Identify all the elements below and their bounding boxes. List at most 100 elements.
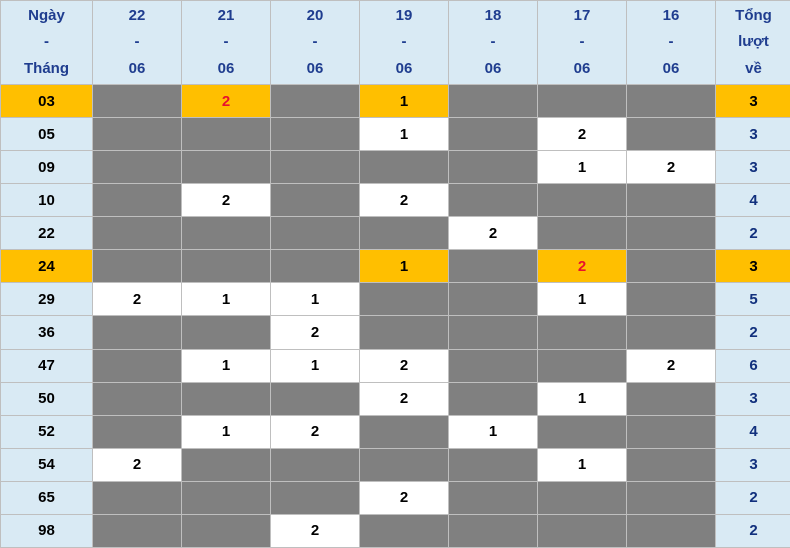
- data-cell-empty[interactable]: [181, 315, 271, 350]
- data-cell-filled[interactable]: 2: [537, 117, 627, 152]
- row-label[interactable]: 09: [0, 150, 93, 185]
- data-cell-empty[interactable]: [448, 348, 538, 383]
- table-row[interactable]: 05 1 2 3: [0, 117, 790, 152]
- data-cell-empty[interactable]: [92, 83, 182, 119]
- row-total[interactable]: 4: [715, 183, 790, 218]
- row-total[interactable]: 2: [715, 513, 790, 548]
- table-row[interactable]: 09 1 2 3: [0, 150, 790, 185]
- data-cell-empty[interactable]: [537, 83, 627, 119]
- data-cell-empty[interactable]: [359, 414, 449, 449]
- data-cell-empty[interactable]: [448, 150, 538, 185]
- row-label[interactable]: 22: [0, 216, 93, 251]
- data-cell-empty[interactable]: [448, 480, 538, 515]
- data-cell-empty[interactable]: [270, 447, 360, 482]
- data-cell-empty[interactable]: [270, 216, 360, 251]
- data-cell-empty[interactable]: [626, 315, 716, 350]
- data-cell-filled[interactable]: 1: [270, 348, 360, 383]
- data-cell-filled[interactable]: 1: [537, 447, 627, 482]
- data-cell-empty[interactable]: [537, 216, 627, 251]
- data-cell-empty[interactable]: [626, 513, 716, 548]
- data-cell-filled[interactable]: 2: [270, 513, 360, 548]
- data-cell-filled[interactable]: 1: [537, 381, 627, 416]
- data-cell-empty[interactable]: [181, 513, 271, 548]
- data-cell-empty[interactable]: [92, 381, 182, 416]
- data-cell-empty[interactable]: [270, 117, 360, 152]
- data-cell-filled[interactable]: 2: [537, 249, 627, 284]
- table-row[interactable]: 36 2 2: [0, 315, 790, 350]
- data-cell-empty[interactable]: [270, 480, 360, 515]
- data-cell-filled[interactable]: 1: [181, 348, 271, 383]
- data-cell-empty[interactable]: [181, 249, 271, 284]
- row-label[interactable]: 10: [0, 183, 93, 218]
- row-label[interactable]: 36: [0, 315, 93, 350]
- data-cell-empty[interactable]: [537, 315, 627, 350]
- data-cell-empty[interactable]: [270, 381, 360, 416]
- data-cell-filled[interactable]: 1: [270, 282, 360, 317]
- data-cell-filled[interactable]: 2: [92, 282, 182, 317]
- table-row[interactable]: 22 2 2: [0, 216, 790, 251]
- row-label[interactable]: 98: [0, 513, 93, 548]
- data-cell-empty[interactable]: [92, 315, 182, 350]
- row-label[interactable]: 52: [0, 414, 93, 449]
- row-total[interactable]: 3: [715, 83, 790, 119]
- data-cell-empty[interactable]: [448, 381, 538, 416]
- table-row[interactable]: 03 2 1 3: [0, 83, 790, 119]
- header-col-17-06[interactable]: 17 - 06: [537, 0, 627, 85]
- data-cell-empty[interactable]: [537, 183, 627, 218]
- row-label[interactable]: 65: [0, 480, 93, 515]
- data-cell-filled[interactable]: 1: [537, 150, 627, 185]
- data-cell-filled[interactable]: 2: [270, 414, 360, 449]
- data-cell-empty[interactable]: [92, 348, 182, 383]
- header-col-18-06[interactable]: 18 - 06: [448, 0, 538, 85]
- row-label[interactable]: 29: [0, 282, 93, 317]
- data-cell-filled[interactable]: 2: [181, 183, 271, 218]
- header-col-19-06[interactable]: 19 - 06: [359, 0, 449, 85]
- row-label[interactable]: 54: [0, 447, 93, 482]
- data-cell-empty[interactable]: [92, 249, 182, 284]
- data-cell-filled[interactable]: 2: [626, 348, 716, 383]
- table-row[interactable]: 10 2 2 4: [0, 183, 790, 218]
- data-cell-filled[interactable]: 1: [537, 282, 627, 317]
- table-row[interactable]: 52 1 2 1 4: [0, 414, 790, 449]
- table-row[interactable]: 65 2 2: [0, 480, 790, 515]
- data-cell-empty[interactable]: [92, 414, 182, 449]
- data-cell-empty[interactable]: [626, 249, 716, 284]
- data-cell-empty[interactable]: [448, 447, 538, 482]
- row-total[interactable]: 6: [715, 348, 790, 383]
- data-cell-empty[interactable]: [626, 447, 716, 482]
- data-cell-empty[interactable]: [626, 282, 716, 317]
- data-cell-empty[interactable]: [626, 480, 716, 515]
- header-col-20-06[interactable]: 20 - 06: [270, 0, 360, 85]
- table-row[interactable]: 54 2 1 3: [0, 447, 790, 482]
- header-col-22-06[interactable]: 22 - 06: [92, 0, 182, 85]
- data-cell-empty[interactable]: [181, 447, 271, 482]
- data-cell-empty[interactable]: [448, 282, 538, 317]
- data-cell-filled[interactable]: 1: [181, 282, 271, 317]
- data-cell-empty[interactable]: [359, 216, 449, 251]
- row-total[interactable]: 4: [715, 414, 790, 449]
- row-total[interactable]: 2: [715, 480, 790, 515]
- data-cell-empty[interactable]: [448, 315, 538, 350]
- data-cell-filled[interactable]: 2: [448, 216, 538, 251]
- data-cell-filled[interactable]: 2: [626, 150, 716, 185]
- data-cell-filled[interactable]: 1: [448, 414, 538, 449]
- row-label[interactable]: 47: [0, 348, 93, 383]
- data-cell-empty[interactable]: [537, 480, 627, 515]
- data-cell-empty[interactable]: [181, 150, 271, 185]
- data-cell-filled[interactable]: 1: [181, 414, 271, 449]
- table-row[interactable]: 50 2 1 3: [0, 381, 790, 416]
- data-cell-empty[interactable]: [448, 117, 538, 152]
- data-cell-empty[interactable]: [359, 447, 449, 482]
- row-label[interactable]: 03: [0, 83, 93, 119]
- data-cell-filled[interactable]: 1: [359, 249, 449, 284]
- header-col-21-06[interactable]: 21 - 06: [181, 0, 271, 85]
- row-total[interactable]: 2: [715, 216, 790, 251]
- row-label[interactable]: 50: [0, 381, 93, 416]
- data-cell-empty[interactable]: [626, 83, 716, 119]
- data-cell-filled[interactable]: 1: [359, 83, 449, 119]
- data-cell-empty[interactable]: [181, 117, 271, 152]
- data-cell-empty[interactable]: [270, 150, 360, 185]
- row-total[interactable]: 3: [715, 150, 790, 185]
- data-cell-empty[interactable]: [92, 183, 182, 218]
- data-cell-empty[interactable]: [626, 414, 716, 449]
